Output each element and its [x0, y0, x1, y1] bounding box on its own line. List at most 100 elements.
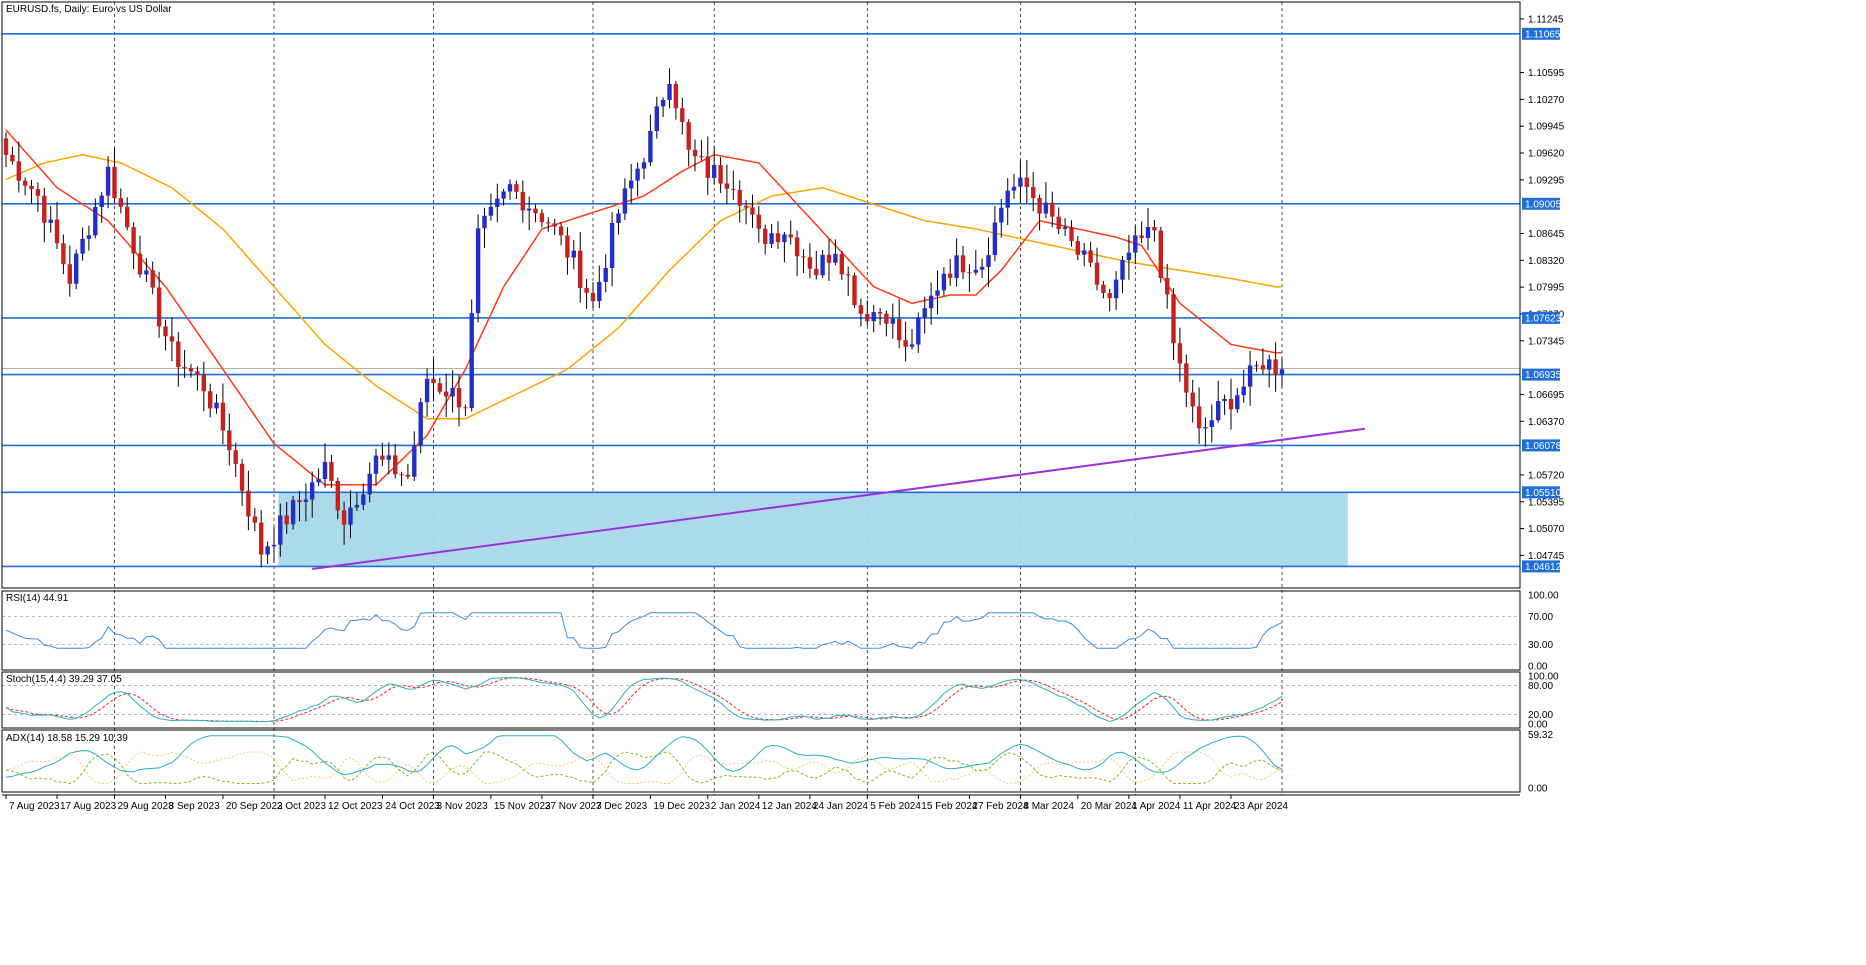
price-tick-label: 1.09620 [1528, 149, 1565, 160]
adx-di-minus-line [5, 751, 1283, 785]
candle [667, 68, 672, 109]
candle-body [3, 138, 9, 155]
candle-body [705, 156, 710, 178]
candle [826, 238, 832, 281]
candle [916, 312, 921, 353]
candle-body [539, 213, 545, 223]
candle [1241, 369, 1246, 403]
level-price-tag-label: 1.07623 [1525, 313, 1562, 324]
candle [648, 114, 653, 166]
stoch-tick-label: 20.00 [1528, 710, 1553, 721]
candle-body [622, 188, 628, 214]
candle [1018, 160, 1023, 203]
candle-body [1184, 363, 1189, 393]
candle-body [341, 510, 347, 525]
candle-body [1267, 359, 1272, 370]
candle [533, 204, 538, 223]
stoch-tick-label: 100.00 [1528, 672, 1559, 683]
candle [948, 259, 953, 286]
candle-body [335, 481, 340, 511]
candle-body [1247, 365, 1253, 387]
stoch-tick-label: 80.00 [1528, 681, 1553, 692]
candle-body [252, 516, 257, 523]
candle-body [960, 255, 966, 273]
candle [1145, 208, 1151, 251]
candle [431, 358, 436, 402]
candle-body [973, 269, 978, 273]
candle [941, 267, 947, 297]
candle [412, 431, 417, 481]
candle [769, 223, 774, 249]
rsi-tick-label: 100.00 [1528, 591, 1559, 602]
candle [1126, 234, 1132, 280]
candle-body [105, 166, 111, 196]
candle-body [718, 165, 723, 184]
candle [99, 192, 104, 223]
candle [74, 249, 79, 290]
candle-body [80, 238, 85, 254]
candle-body [22, 180, 28, 186]
level-price-tag [1522, 311, 1560, 324]
candle [1165, 264, 1170, 309]
candle-body [444, 391, 449, 397]
candle-body [571, 250, 576, 258]
candle-body [48, 219, 53, 223]
candle-body [373, 455, 379, 474]
candle-body [1241, 386, 1246, 396]
candle-body [686, 122, 691, 150]
candle-body [450, 388, 455, 397]
price-tick-label: 1.08645 [1528, 229, 1565, 240]
candle-body [456, 388, 462, 408]
candle [1190, 379, 1195, 423]
candle [112, 148, 117, 203]
indicator-panel-frame-0 [1, 590, 1521, 671]
candle-body [1279, 369, 1285, 375]
candle [150, 261, 155, 295]
candle [163, 319, 168, 351]
candle-body [1273, 359, 1278, 375]
candle-body [903, 340, 908, 347]
candle [380, 442, 385, 467]
candle-body [156, 287, 162, 327]
candle-body [1126, 252, 1132, 260]
candle [897, 299, 902, 349]
candle [507, 179, 513, 200]
candle-body [259, 522, 264, 555]
candle [1267, 354, 1272, 388]
candle [1056, 207, 1061, 235]
rsi-line [5, 612, 1283, 649]
candle-body [144, 270, 149, 275]
fast-moving-average-line [5, 129, 1282, 486]
candle [922, 296, 927, 334]
candle-body [1177, 343, 1183, 364]
candle [935, 270, 940, 315]
candle-body [1043, 202, 1049, 214]
candle [1050, 191, 1055, 228]
level-price-tag-label: 1.05510 [1525, 488, 1562, 499]
candle [846, 266, 851, 296]
candle [641, 158, 647, 180]
ascending-trendline[interactable] [312, 427, 1366, 570]
candle-body [775, 233, 781, 243]
candle-body [769, 233, 774, 244]
candle-body [201, 374, 206, 392]
candle [22, 177, 28, 196]
candle [418, 398, 423, 454]
candle-body [877, 312, 883, 314]
level-price-tag-label: 1.06078 [1525, 441, 1562, 452]
candle [1082, 242, 1087, 267]
candle-body [1133, 235, 1138, 253]
candle [903, 321, 908, 362]
candle-body [150, 270, 155, 288]
candle [469, 299, 474, 412]
candle [1005, 178, 1010, 225]
candle-body [1018, 177, 1023, 187]
candle [341, 501, 347, 545]
candle-body [322, 461, 328, 479]
candle-body [846, 274, 851, 276]
candle [169, 317, 175, 362]
candle [495, 183, 500, 223]
level-price-tag [1522, 27, 1560, 40]
time-tick-label: 11 Apr 2024 [1183, 801, 1237, 812]
price-tick-label: 1.04745 [1528, 551, 1565, 562]
